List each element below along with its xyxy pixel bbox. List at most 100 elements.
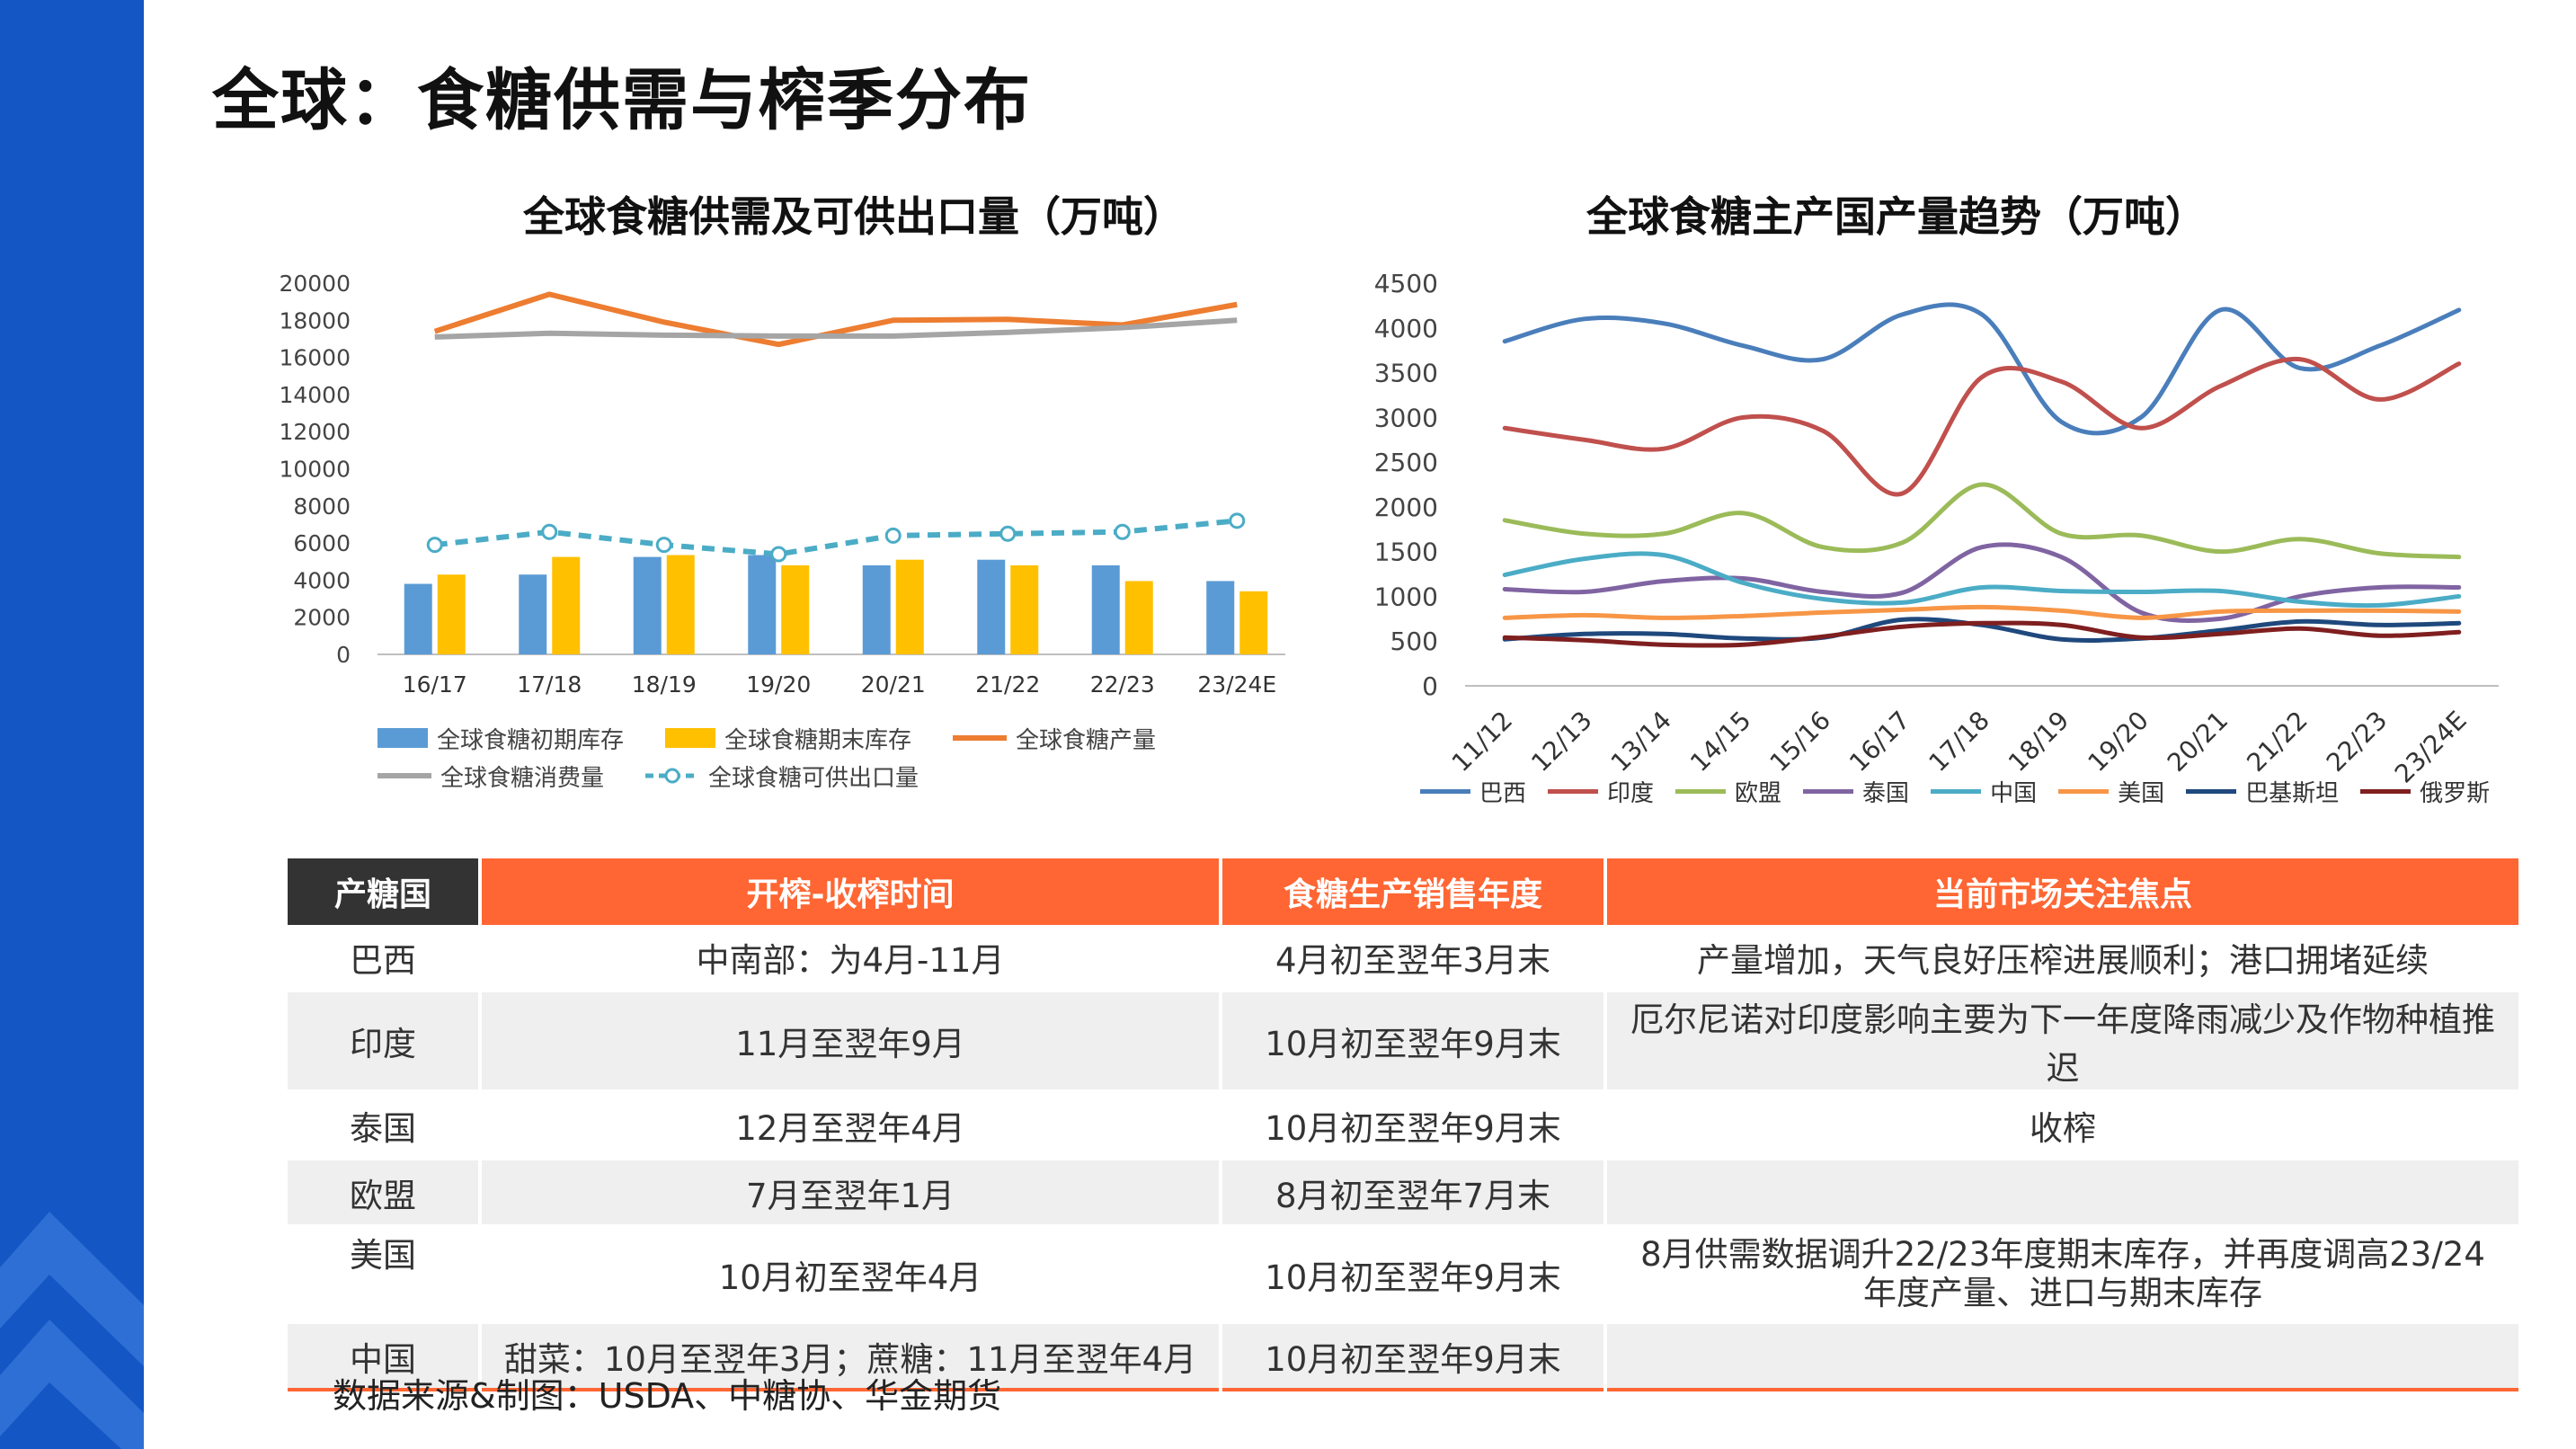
y-tick-label: 16000: [279, 345, 351, 371]
bar: [519, 574, 547, 654]
series-line: [433, 291, 1238, 348]
page-title: 全球：食糖供需与榨季分布: [212, 62, 1032, 139]
y-tick-label: 6000: [293, 530, 351, 556]
y-tick-label: 4500: [1374, 269, 1438, 298]
chart2-title: 全球食糖主产国产量趋势（万吨）: [1586, 192, 2207, 241]
chart1-legend: 全球食糖初期库存 全球食糖期末库存 全球食糖产量 全球食糖消费量 全球食糖可供出…: [378, 719, 1276, 795]
bar: [666, 555, 695, 654]
cell-focus: 收榨: [1607, 1093, 2518, 1160]
cell-crush-period: 12月至翌年4月: [482, 1093, 1219, 1160]
table-row: 欧盟 7月至翌年1月 8月初至翌年7月末: [288, 1160, 2518, 1228]
legend-swatch: [1931, 789, 1982, 794]
legend-swatch: [2360, 789, 2412, 794]
cell-country: 中国: [288, 1324, 478, 1391]
data-point: [1114, 523, 1131, 540]
legend-item: 美国: [2058, 775, 2164, 808]
y-tick-label: 0: [1422, 671, 1438, 701]
x-tick-label: 18/19: [2003, 706, 2074, 778]
legend-swatch: [665, 728, 716, 748]
legend-swatch: [1803, 789, 1854, 794]
x-tick-label: 16/17: [403, 671, 467, 698]
cell-country: 欧盟: [288, 1160, 478, 1228]
col-header-marketing-year: 食糖生产销售年度: [1222, 858, 1603, 925]
cell-marketing-year: 10月初至翌年9月末: [1222, 1228, 1603, 1324]
legend-label: 全球食糖初期库存: [437, 726, 625, 754]
legend-label: 全球食糖消费量: [440, 764, 605, 792]
cell-marketing-year: 10月初至翌年9月末: [1222, 992, 1603, 1093]
legend-label: 欧盟: [1735, 780, 1782, 807]
table-header-row: 产糖国 开榨-收榨时间 食糖生产销售年度 当前市场关注焦点: [288, 858, 2518, 925]
cell-country: 美国: [288, 1228, 478, 1324]
cell-crush-period: 7月至翌年1月: [482, 1160, 1219, 1228]
cell-crush-period: 10月初至翌年4月: [482, 1228, 1219, 1324]
legend-item: 全球食糖期末库存: [665, 722, 911, 755]
series-line: [1502, 604, 2462, 620]
x-tick-label: 20/21: [2162, 706, 2234, 778]
x-tick-label: 19/20: [746, 671, 811, 698]
bar: [552, 556, 581, 654]
x-tick-label: 20/21: [861, 671, 926, 698]
cell-marketing-year: 10月初至翌年9月末: [1222, 1093, 1603, 1160]
series-line: [434, 317, 1238, 340]
cell-focus: 8月供需数据调升22/23年度期末库存，并再度调高23/24年度产量、进口与期末…: [1607, 1228, 2518, 1324]
legend-item: 巴基斯坦: [2186, 775, 2339, 808]
bar: [895, 559, 924, 654]
cell-crush-period: 11月至翌年9月: [482, 992, 1219, 1093]
legend-label: 中国: [1990, 780, 2038, 807]
legend-label: 全球食糖可供出口量: [708, 764, 919, 792]
data-point: [541, 523, 558, 540]
legend-swatch: [1675, 789, 1727, 794]
legend-item: 印度: [1548, 775, 1654, 808]
legend-item: 中国: [1931, 775, 2037, 808]
col-header-focus: 当前市场关注焦点: [1607, 858, 2518, 925]
legend-item: 全球食糖消费量: [378, 760, 604, 793]
chevron-decoration: [0, 1212, 144, 1449]
y-tick-label: 3000: [1374, 403, 1438, 432]
x-tick-label: 15/16: [1764, 706, 1836, 778]
cell-country: 泰国: [288, 1093, 478, 1160]
y-tick-label: 8000: [293, 493, 351, 520]
x-tick-label: 17/18: [517, 671, 582, 698]
bar: [633, 556, 662, 654]
bar: [1239, 591, 1268, 654]
data-point: [999, 525, 1017, 542]
x-tick-label: 12/13: [1525, 706, 1597, 778]
bar: [781, 564, 810, 654]
y-tick-label: 500: [1390, 627, 1438, 656]
legend-swatch: [1548, 789, 1599, 794]
legend-swatch: [2058, 789, 2110, 794]
cell-country: 巴西: [288, 925, 478, 992]
legend-item: 全球食糖初期库存: [378, 722, 624, 755]
series-line: [1502, 620, 2462, 648]
cell-marketing-year: 8月初至翌年7月末: [1222, 1160, 1603, 1228]
table-row: 中国 甜菜：10月至翌年3月；蔗糖：11月至翌年4月 10月初至翌年9月末: [288, 1324, 2518, 1391]
legend-swatch: [378, 728, 428, 748]
x-tick-label: 17/18: [1923, 706, 1995, 778]
cell-focus: 产量增加，天气良好压榨进展顺利；港口拥堵延续: [1607, 925, 2518, 992]
supply-demand-chart: 0 2000 4000 6000 8000 10000 12000 14000 16000 180…: [279, 271, 1285, 698]
col-header-country: 产糖国: [288, 858, 478, 925]
chart1-title: 全球食糖供需及可供出口量（万吨）: [523, 192, 1185, 241]
x-tick-label: 11/12: [1446, 706, 1518, 778]
legend-swatch: [953, 735, 1008, 741]
y-tick-label: 2000: [1374, 493, 1438, 522]
table-row: 巴西 中南部：为4月-11月 4月初至翌年3月末 产量增加，天气良好压榨进展顺利；港口…: [288, 925, 2518, 992]
y-tick-label: 3500: [1374, 359, 1438, 388]
cell-country: 印度: [288, 992, 478, 1093]
y-tick-label: 14000: [279, 382, 351, 408]
bar: [977, 559, 1006, 654]
cell-marketing-year: 4月初至翌年3月末: [1222, 925, 1603, 992]
x-tick-label: 16/17: [1843, 706, 1915, 778]
series-line: [1502, 482, 2462, 560]
y-tick-label: 1500: [1374, 538, 1438, 567]
data-point: [884, 527, 902, 544]
table-row: 印度 11月至翌年9月 10月初至翌年9月末 厄尔尼诺对印度影响主要为下一年度降雨减少…: [288, 992, 2518, 1093]
legend-swatch: [378, 773, 431, 778]
x-tick-label: 21/22: [2241, 706, 2313, 778]
series-line: [1502, 357, 2462, 497]
legend-label: 美国: [2118, 780, 2165, 807]
legend-item: 全球食糖产量: [953, 722, 1156, 755]
y-tick-label: 10000: [279, 457, 351, 483]
series-line: [1502, 542, 2462, 623]
legend-label: 印度: [1607, 780, 1655, 807]
